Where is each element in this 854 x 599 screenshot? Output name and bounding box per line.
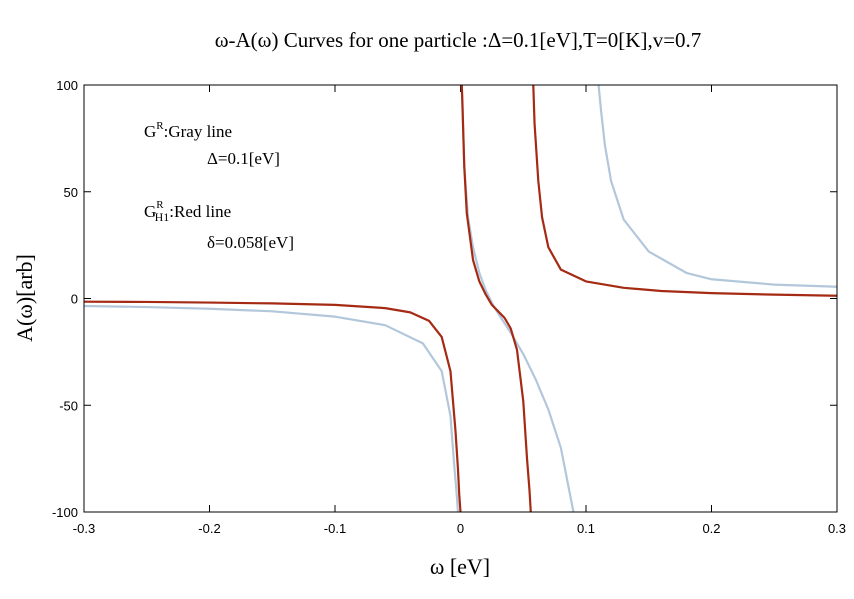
y-tick-label: 0 (71, 292, 78, 307)
x-tick-label: -0.2 (198, 521, 220, 536)
x-tick-label: -0.3 (73, 521, 95, 536)
legend-gray-param: Δ=0.1[eV] (207, 149, 280, 168)
legend-gray-symbol: G (144, 122, 156, 141)
x-tick-label: 0 (457, 521, 464, 536)
red-series-line-1 (460, 85, 532, 512)
y-tick-label: 100 (56, 78, 78, 93)
axis-ticks (83, 84, 838, 513)
plot-frame (83, 84, 838, 513)
legend-red-sup: R (156, 199, 164, 211)
legend-gray-text: :Gray line (164, 122, 232, 141)
legend-red-sub: H1 (155, 210, 170, 224)
y-tick-label: 50 (64, 185, 78, 200)
legend: GR:Gray line Δ=0.1[eV] GR H1:Red line δ=0… (144, 120, 294, 252)
legend-gray-entry: GR:Gray line (144, 120, 232, 141)
y-tick-label: -50 (59, 398, 78, 413)
x-tick-label: 0.3 (828, 521, 846, 536)
y-axis-label: A(ω)[arb] (12, 254, 37, 342)
legend-gray-sup: R (156, 120, 164, 132)
x-tick-label: 0.2 (702, 521, 720, 536)
x-tick-label: 0.1 (577, 521, 595, 536)
gray-series-line-2 (597, 85, 837, 288)
chart-title: ω-A(ω) Curves for one particle :Δ=0.1[eV… (215, 28, 702, 52)
series-layer (84, 85, 837, 512)
gray-series-line-0 (84, 304, 460, 512)
axis-tick-labels: -0.3 -0.2 -0.1 0 0.1 0.2 0.3 -100 -50 0 50 100 (52, 78, 846, 536)
red-series-line-2 (532, 85, 837, 297)
y-tick-label: -100 (52, 505, 78, 520)
red-series-line-0 (84, 300, 462, 512)
legend-red-text: :Red line (169, 202, 231, 221)
x-axis-label: ω [eV] (430, 554, 490, 579)
legend-red-param: δ=0.058[eV] (207, 233, 294, 252)
legend-red-symbol: G (144, 202, 156, 221)
x-tick-label: -0.1 (324, 521, 346, 536)
legend-red-entry: GR H1:Red line (144, 199, 231, 224)
gray-series-line-1 (460, 85, 575, 512)
